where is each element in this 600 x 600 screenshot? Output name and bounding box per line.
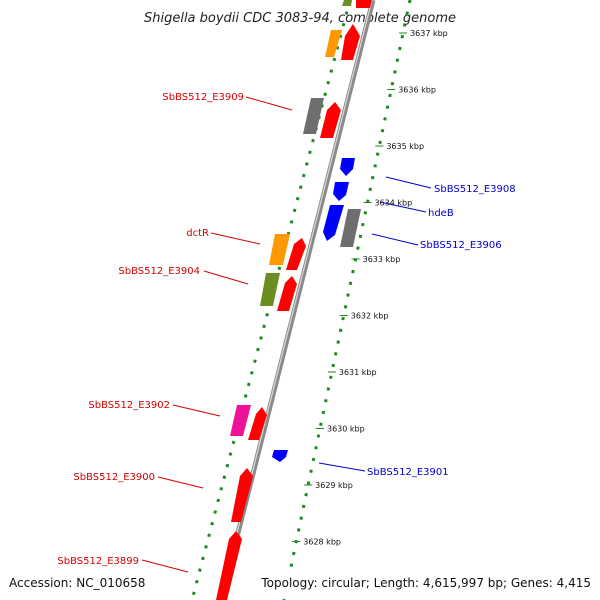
gene-arrow[interactable] (248, 407, 267, 440)
position-tick-label: 3631 kbp (339, 368, 377, 377)
gene-label[interactable]: dctR (186, 228, 209, 239)
gene-arrow[interactable] (216, 531, 242, 600)
gene-label[interactable]: SbBS512_E3902 (88, 400, 170, 411)
forward-dotted-track (190, 0, 352, 600)
gene-label[interactable]: SbBS512_E3909 (162, 92, 244, 103)
gene-arrow[interactable] (340, 158, 355, 176)
position-tick-label: 3635 kbp (386, 142, 424, 151)
position-tick-label: 3636 kbp (398, 86, 436, 95)
reverse-gene-labels: SbBS512_E3908 hdeB SbBS512_E3906 SbBS512… (367, 184, 516, 478)
gene-block[interactable] (260, 273, 280, 306)
gene-arrow[interactable] (341, 24, 360, 60)
gene-block[interactable] (230, 405, 251, 436)
position-tick-label: 3629 kbp (315, 481, 353, 490)
position-tick-label: 3628 kbp (303, 538, 341, 547)
position-ticks: 3637 kbp 3636 kbp 3635 kbp 3634 kbp 3633 kbp… (292, 29, 448, 547)
reverse-genes (272, 158, 361, 462)
gene-block[interactable] (340, 209, 361, 247)
forward-genes (216, 0, 372, 600)
gene-label[interactable]: SbBS512_E3908 (434, 184, 516, 195)
gene-label[interactable]: SbBS512_E3901 (367, 467, 449, 478)
gene-block[interactable] (269, 234, 290, 265)
gene-arrow[interactable] (286, 238, 306, 270)
gene-arrow[interactable] (231, 468, 253, 522)
gene-block[interactable] (342, 0, 352, 6)
gene-block[interactable] (356, 0, 372, 8)
gene-arrow[interactable] (323, 205, 344, 241)
map-title: Shigella boydii CDC 3083-94, complete ge… (144, 11, 456, 26)
position-tick-label: 3633 kbp (363, 255, 401, 264)
gene-label[interactable]: SbBS512_E3900 (73, 472, 155, 483)
forward-gene-labels: SbBS512_E3909 dctR SbBS512_E3904 SbBS512… (57, 92, 244, 567)
gene-arrow[interactable] (272, 450, 288, 462)
gene-label[interactable]: SbBS512_E3899 (57, 556, 139, 567)
genome-summary: Topology: circular; Length: 4,615,997 bp… (260, 576, 591, 590)
gene-block[interactable] (303, 98, 324, 134)
position-tick-label: 3632 kbp (351, 312, 389, 321)
gene-arrow[interactable] (320, 102, 341, 138)
accession-label: Accession: NC_010658 (9, 576, 145, 590)
gene-block[interactable] (325, 30, 342, 57)
gene-label[interactable]: hdeB (428, 208, 454, 219)
gene-label[interactable]: SbBS512_E3904 (118, 266, 200, 277)
gene-arrow[interactable] (277, 276, 297, 311)
position-tick-label: 3637 kbp (410, 29, 448, 38)
position-tick-label: 3634 kbp (374, 199, 412, 208)
footer-bg (256, 570, 600, 596)
footer-bg (0, 570, 152, 596)
forward-leaders (141, 96, 293, 573)
reverse-leaders (318, 176, 432, 472)
gene-arrow[interactable] (333, 182, 349, 201)
gene-label[interactable]: SbBS512_E3906 (420, 240, 502, 251)
position-tick-label: 3630 kbp (327, 425, 365, 434)
